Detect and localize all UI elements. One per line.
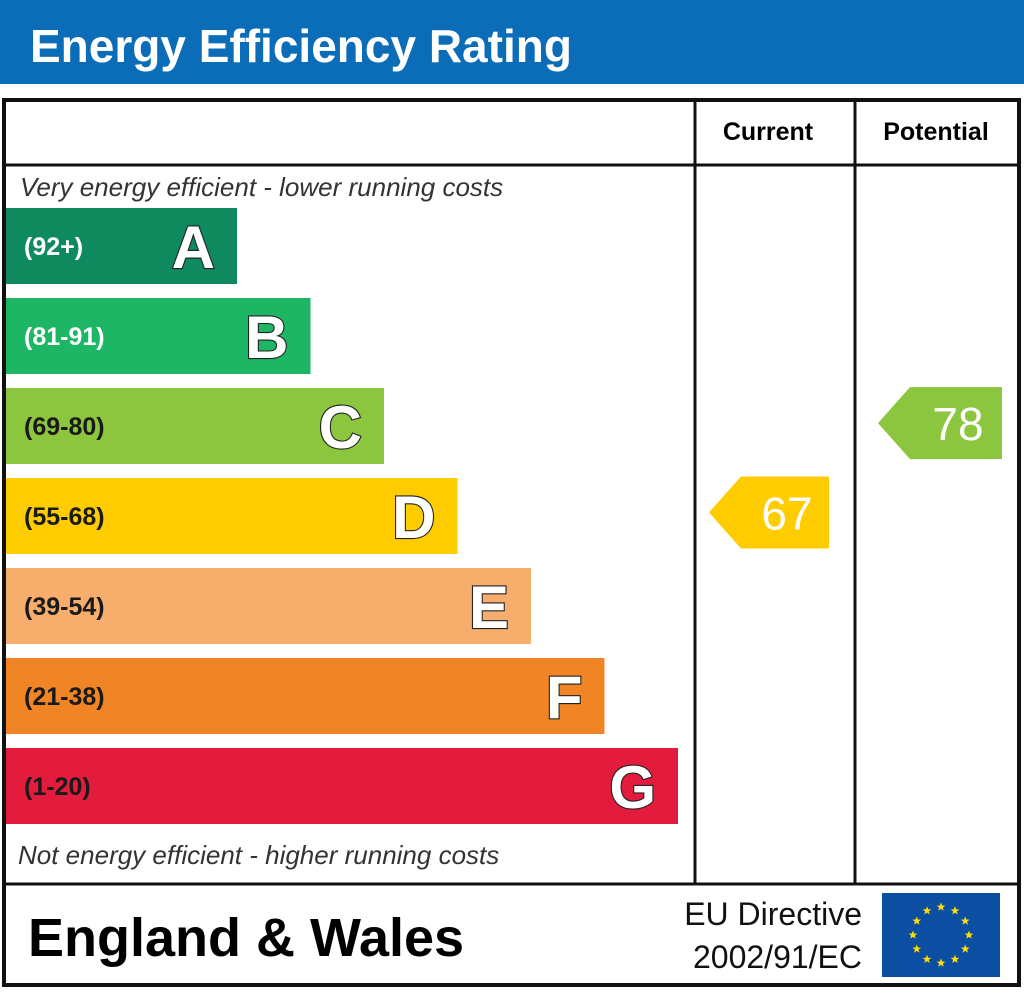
potential-value-label: 78	[932, 398, 983, 450]
current-value-label: 67	[761, 487, 812, 539]
band-e: (39-54) E	[6, 568, 531, 644]
directive-line-2: 2002/91/EC	[693, 939, 862, 975]
rating-bands: (92+) A (81-91) B (69-80) C (55-68) D (39-54) E (2…	[6, 208, 678, 824]
band-range-b: (81-91)	[24, 323, 105, 351]
rating-arrows: 67 78	[709, 387, 1002, 549]
frame-outline	[2, 98, 1021, 987]
eu-star-5	[960, 944, 970, 953]
eu-star-6	[950, 954, 960, 963]
eu-star-1	[936, 902, 946, 911]
band-d: (55-68) D	[6, 478, 458, 554]
band-letter-e: E	[469, 574, 509, 641]
band-letter-f: F	[546, 664, 583, 731]
grid-lines	[4, 100, 1019, 886]
band-range-f: (21-38)	[24, 683, 105, 711]
eu-star-12	[922, 906, 932, 915]
band-range-g: (1-20)	[24, 773, 91, 801]
band-b: (81-91) B	[6, 298, 311, 374]
eu-star-4	[964, 930, 974, 939]
band-f: (21-38) F	[6, 658, 605, 734]
band-bar-f	[6, 658, 605, 734]
top-note: Very energy efficient - lower running co…	[20, 172, 503, 202]
eu-star-2	[950, 906, 960, 915]
eu-flag-stars	[908, 902, 974, 967]
band-range-d: (55-68)	[24, 503, 105, 531]
eu-star-3	[960, 916, 970, 925]
band-range-c: (69-80)	[24, 413, 105, 441]
country-label: England & Wales	[28, 908, 464, 968]
title-bar	[0, 0, 1024, 84]
band-c: (69-80) C	[6, 388, 384, 464]
eu-flag-icon	[882, 893, 1000, 977]
band-range-e: (39-54)	[24, 593, 105, 621]
directive-line-1: EU Directive	[684, 896, 862, 932]
potential-arrow	[878, 387, 1002, 460]
band-bar-g	[6, 748, 678, 824]
bottom-note: Not energy efficient - higher running co…	[18, 840, 499, 870]
band-g: (1-20) G	[6, 748, 678, 824]
chart-frame	[2, 98, 1021, 987]
band-bar-c	[6, 388, 384, 464]
eu-star-7	[936, 958, 946, 967]
band-letter-g: G	[609, 754, 656, 821]
potential-column-header: Potential	[883, 118, 989, 146]
band-letter-a: A	[172, 214, 215, 281]
band-range-a: (92+)	[24, 233, 83, 261]
band-bar-b	[6, 298, 311, 374]
eu-star-10	[908, 930, 918, 939]
band-a: (92+) A	[6, 208, 237, 284]
band-bar-d	[6, 478, 458, 554]
band-letter-c: C	[319, 394, 362, 461]
current-column-header: Current	[723, 118, 814, 146]
eu-star-11	[912, 916, 922, 925]
eu-star-8	[922, 954, 932, 963]
band-letter-b: B	[245, 304, 288, 371]
band-bar-a	[6, 208, 237, 284]
current-arrow	[709, 476, 829, 549]
band-bar-e	[6, 568, 531, 644]
band-letter-d: D	[392, 484, 435, 551]
chart-title: Energy Efficiency Rating	[30, 20, 572, 72]
eu-star-9	[912, 944, 922, 953]
